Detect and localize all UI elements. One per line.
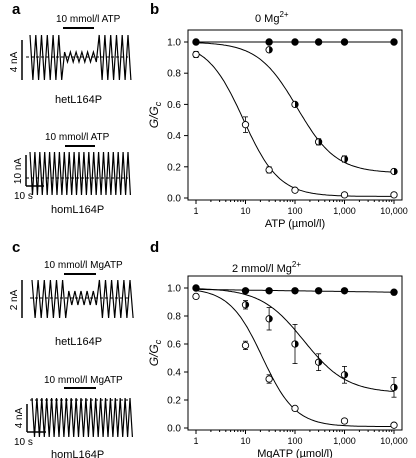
panel-c-bottom-genotype-label: homL164P	[51, 449, 104, 458]
data-point-filled	[390, 38, 398, 46]
panel-a-letter: a	[12, 1, 21, 18]
panel-c-bottom-current-trace	[31, 397, 133, 438]
data-point-filled	[241, 287, 250, 295]
panel-c-top-bar-label: 10 mmol/l MgATP	[44, 260, 123, 271]
data-point-half-fill	[394, 168, 398, 175]
y-tick-label: 1.0	[167, 284, 181, 295]
data-point-filled	[265, 287, 273, 295]
data-point-open	[390, 421, 398, 429]
data-point-half-fill	[394, 384, 398, 391]
y-tick-label: 0.6	[167, 100, 181, 111]
y-tick-label: 0.8	[167, 312, 181, 323]
data-point-half-fill	[269, 315, 273, 322]
data-point-half-fill	[344, 371, 348, 378]
y-tick-label: 0.0	[167, 194, 181, 205]
y-tick-label: 0.4	[167, 131, 181, 142]
panel-c-top-current-trace	[31, 279, 134, 319]
x-tick-label: 1,000	[333, 206, 356, 216]
data-point-filled	[340, 38, 349, 46]
y-axis-label: G/Gc	[147, 339, 163, 366]
data-point-half-fill	[295, 340, 299, 348]
data-point-open	[265, 375, 273, 383]
data-point-filled	[192, 284, 200, 292]
panel-d-condition-text: 2 mmol/l Mg	[232, 263, 292, 275]
panel-a-top-genotype-label: hetL164P	[55, 94, 102, 106]
data-point-open	[291, 404, 299, 413]
data-point-open	[340, 417, 349, 425]
data-point-filled	[291, 38, 299, 46]
x-tick-label: 1	[193, 206, 198, 216]
x-tick-label: 10	[240, 206, 250, 216]
data-point-half-fill	[344, 155, 348, 163]
x-tick-label: 10	[240, 436, 250, 446]
panel-a-top-bar-label: 10 mmol/l ATP	[56, 14, 121, 25]
panel-a-bottom-scale-x-label: 10 s	[14, 191, 33, 202]
y-axis-label-sub: c	[153, 101, 163, 106]
panel-c-bottom-scale-y-label: 4 nA	[14, 407, 25, 428]
panel-c-top-scale-label: 2 nA	[9, 289, 20, 310]
data-point-half-fill	[318, 138, 322, 146]
x-axis-label: MgATP (µmol/l)	[257, 448, 333, 458]
y-tick-label: 0.6	[167, 340, 181, 351]
data-point-open	[390, 191, 398, 199]
data-point-open	[241, 121, 250, 129]
panel-c-top-genotype-label: hetL164P	[55, 336, 102, 348]
x-tick-label: 10,000	[380, 206, 408, 216]
plot-frame-b	[187, 29, 403, 201]
fit-curve-open	[195, 51, 394, 197]
panel-c-bottom-bar-label: 10 mmol/l MgATP	[44, 375, 123, 386]
panel-a-bottom-current-trace	[29, 151, 131, 196]
data-point-filled	[314, 38, 323, 46]
panel-d-condition-sup: 2+	[292, 260, 301, 269]
panel-d-condition: 2 mmol/l Mg2+	[232, 260, 301, 275]
panel-b-condition-text: 0 Mg	[255, 13, 279, 25]
panel-a-top-scale-label: 4 nA	[9, 51, 20, 72]
panel-c-letter: c	[12, 239, 20, 256]
x-tick-label: 1,000	[333, 436, 356, 446]
data-point-filled	[390, 288, 398, 296]
panel-b-plot: 0.0 0.2 0.4 0.6 0.8 1.0 1 10 100 1,000 10,000 ATP (…	[147, 29, 408, 230]
x-tick-label: 10,000	[380, 436, 408, 446]
x-tick-label: 100	[287, 206, 302, 216]
panel-a-bottom-genotype-label: homL164P	[51, 204, 104, 216]
data-point-filled	[291, 287, 299, 295]
data-point-open	[265, 166, 273, 174]
panel-d-letter: d	[150, 239, 159, 256]
data-point-half-fill	[295, 101, 299, 108]
y-tick-label: 0.2	[167, 162, 181, 173]
y-axis-label-main: G/G	[147, 344, 161, 366]
data-point-filled	[192, 38, 200, 46]
panel-a-bottom-scale-y-label: 10 nA	[13, 158, 24, 184]
data-point-open	[291, 186, 299, 194]
panel-b-condition-sup: 2+	[279, 10, 288, 19]
data-point-filled	[265, 38, 273, 46]
data-point-half-fill	[269, 46, 273, 53]
y-tick-label: 0.2	[167, 396, 181, 407]
y-axis-label-main: G/G	[147, 106, 161, 128]
data-point-open	[192, 292, 200, 301]
data-point-open	[340, 191, 349, 199]
y-tick-label: 1.0	[167, 38, 181, 49]
x-axis-label: ATP (µmol/l)	[265, 218, 325, 230]
data-point-open	[192, 50, 200, 59]
y-tick-label: 0.0	[167, 424, 181, 435]
data-point-filled	[340, 287, 349, 295]
data-point-half-fill	[318, 359, 322, 366]
panel-b-letter: b	[150, 1, 159, 18]
panel-d-plot: 0.0 0.2 0.4 0.6 0.8 1.0 1 10 100 1,000 10,000 MgATP…	[147, 275, 408, 458]
y-axis-label-sub: c	[153, 339, 163, 344]
data-point-half-fill	[245, 301, 249, 308]
panel-a-top-current-trace	[29, 34, 132, 81]
y-tick-label: 0.8	[167, 69, 181, 80]
panel-a-bottom-bar-label: 10 mmol/l ATP	[45, 132, 110, 143]
y-tick-label: 0.4	[167, 368, 181, 379]
y-axis-label: G/Gc	[147, 101, 163, 128]
data-point-open	[241, 341, 250, 350]
panel-c-bottom-scale-x-label: 10 s	[14, 437, 33, 448]
data-point-filled	[314, 287, 323, 295]
x-tick-label: 1	[193, 436, 198, 446]
panel-b-condition: 0 Mg2+	[255, 10, 289, 25]
x-tick-label: 100	[287, 436, 302, 446]
